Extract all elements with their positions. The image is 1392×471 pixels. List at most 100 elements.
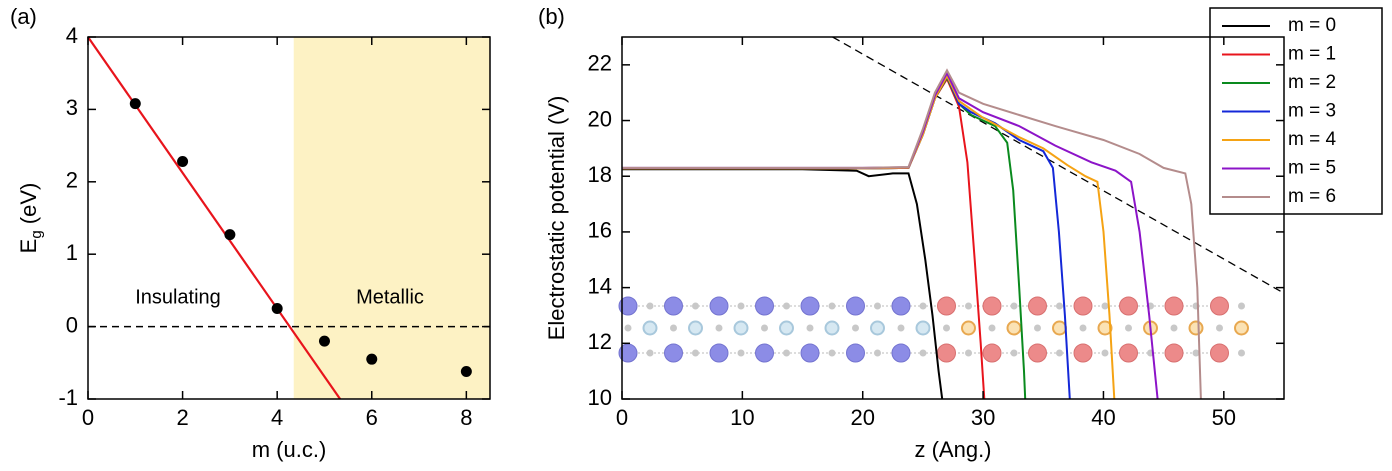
- atom: [733, 320, 749, 336]
- y-tick-label: 10: [588, 385, 612, 410]
- y-tick-label: 22: [588, 51, 612, 76]
- data-point: [129, 98, 141, 110]
- y-tick-label: 12: [588, 329, 612, 354]
- y-tick-label: 16: [588, 218, 612, 243]
- atom-small: [965, 302, 972, 310]
- atom-small: [988, 324, 996, 332]
- atom-small: [1238, 302, 1245, 310]
- atom: [1119, 343, 1138, 363]
- plot-frame: [87, 36, 491, 400]
- atom: [1210, 296, 1229, 316]
- atom: [664, 343, 683, 363]
- atom: [846, 296, 865, 316]
- y-tick-label: -1: [58, 385, 78, 410]
- y-tick-label: 1: [66, 240, 78, 265]
- atom-small: [852, 324, 859, 332]
- y-tick-label: 4: [66, 23, 78, 48]
- x-tick-label: 2: [176, 405, 188, 430]
- atom-small: [783, 349, 790, 357]
- atom: [1234, 320, 1249, 336]
- potential-line: [622, 68, 1202, 400]
- atom: [755, 296, 774, 316]
- atom-small: [1170, 324, 1178, 332]
- atom-small: [1010, 302, 1018, 310]
- atom: [618, 296, 638, 316]
- y-tick-label: 3: [66, 95, 78, 120]
- fit-line: [87, 36, 342, 400]
- y-tick-label: 18: [588, 162, 612, 187]
- atom: [937, 343, 956, 363]
- atom-small: [646, 349, 654, 357]
- atom-small: [1034, 324, 1041, 332]
- atom-small: [874, 302, 881, 310]
- atom: [1073, 296, 1093, 316]
- atom-small: [624, 324, 632, 332]
- legend-label: m = 3: [1288, 101, 1336, 122]
- atom: [779, 320, 794, 336]
- atom: [755, 343, 774, 363]
- y-axis-label-part: (eV): [16, 183, 41, 231]
- legend-label: m = 1: [1288, 44, 1336, 65]
- data-point: [177, 156, 189, 168]
- atom: [824, 320, 840, 336]
- atom: [982, 343, 1002, 363]
- atom-small: [692, 349, 699, 357]
- y-axis-label-part: E: [16, 239, 41, 254]
- data-point: [224, 229, 236, 241]
- atom: [1028, 296, 1047, 316]
- atom-small: [919, 349, 927, 357]
- y-tick-label: 14: [588, 273, 612, 298]
- atom: [891, 296, 911, 316]
- atom: [891, 343, 911, 363]
- atom-small: [670, 324, 677, 332]
- atom: [1210, 343, 1229, 363]
- atom-small: [919, 302, 927, 310]
- atom-small: [874, 349, 881, 357]
- annotation: Insulating: [135, 286, 221, 308]
- legend-label: m = 5: [1288, 158, 1336, 179]
- atom: [1028, 343, 1047, 363]
- legend-label: m = 2: [1288, 72, 1336, 93]
- atom-small: [1010, 349, 1018, 357]
- potential-line: [622, 73, 1071, 400]
- atom-small: [1216, 324, 1223, 332]
- atom-small: [737, 302, 745, 310]
- y-tick-label: 0: [66, 312, 78, 337]
- atom: [915, 320, 931, 336]
- panel-label: (a): [10, 4, 37, 29]
- atom-small: [1238, 349, 1245, 357]
- atom-small: [1056, 349, 1063, 357]
- x-tick-label: 20: [850, 405, 874, 430]
- atom: [800, 296, 820, 316]
- x-tick-label: 40: [1091, 405, 1115, 430]
- atom: [1164, 343, 1184, 363]
- atom: [1052, 320, 1067, 336]
- atom-small: [761, 324, 768, 332]
- panel-label: (b): [538, 4, 565, 29]
- atom-small: [828, 349, 836, 357]
- potential-line: [622, 168, 944, 400]
- x-axis-label: z (Ang.): [914, 437, 991, 462]
- atom-small: [783, 302, 790, 310]
- atom: [1188, 320, 1204, 336]
- data-point: [460, 365, 472, 377]
- atom: [982, 296, 1002, 316]
- atom: [1097, 320, 1113, 336]
- y-axis-label: Eg (eV): [16, 183, 45, 254]
- atom: [937, 296, 956, 316]
- atom: [1006, 320, 1022, 336]
- atom-small: [737, 349, 745, 357]
- y-axis-label-part: g: [28, 230, 45, 238]
- legend-label: m = 0: [1288, 15, 1336, 36]
- atom-small: [1056, 302, 1063, 310]
- data-point: [271, 303, 283, 314]
- atom: [709, 296, 729, 316]
- atom: [846, 343, 865, 363]
- atom-small: [965, 349, 972, 357]
- x-axis-label: m (u.c.): [252, 437, 327, 462]
- legend-label: m = 4: [1288, 129, 1336, 150]
- atom-small: [1101, 349, 1109, 357]
- legend-label: m = 6: [1288, 186, 1336, 207]
- atom: [1119, 296, 1138, 316]
- atom: [961, 320, 976, 336]
